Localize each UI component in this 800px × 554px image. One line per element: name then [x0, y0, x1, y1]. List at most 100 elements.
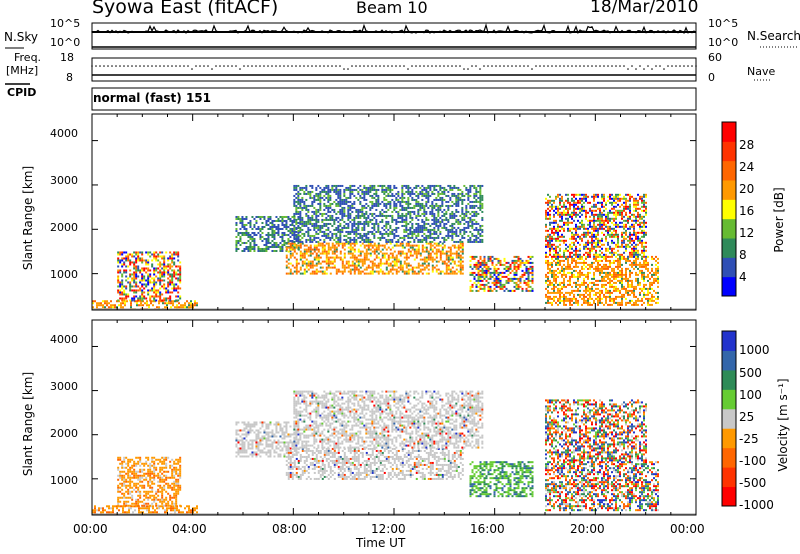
echo-cell	[643, 293, 645, 296]
freq-dot	[227, 65, 229, 67]
echo-cell	[595, 235, 597, 238]
echo-cell	[337, 190, 340, 193]
echo-cell	[557, 263, 559, 266]
echo-cell	[589, 263, 591, 266]
echo-cell	[271, 245, 274, 248]
echo-cell	[305, 264, 308, 267]
echo-cell	[137, 275, 140, 278]
echo-cell	[593, 247, 595, 250]
echo-cell	[397, 200, 400, 203]
echo-cell	[235, 247, 238, 250]
echo-cell	[359, 250, 362, 253]
echo-cell	[577, 283, 579, 286]
echo-cell	[171, 273, 174, 276]
echo-cell	[367, 266, 370, 269]
echo-cell	[645, 259, 647, 262]
echo-cell	[379, 236, 382, 239]
echo-cell	[629, 289, 631, 292]
echo-cell	[559, 197, 561, 200]
echo-cell	[355, 216, 358, 219]
echo-cell	[571, 211, 573, 214]
echo-cell	[413, 270, 416, 273]
echo-cell	[625, 273, 627, 276]
echo-cell	[259, 217, 262, 220]
echo-cell	[489, 267, 492, 270]
echo-cell	[557, 211, 559, 214]
echo-cell	[443, 260, 446, 263]
echo-cell	[155, 293, 158, 296]
echo-cell	[325, 266, 328, 269]
echo-cell	[461, 240, 464, 243]
echo-cell	[305, 248, 308, 251]
echo-cell	[431, 208, 434, 211]
echo-cell	[555, 257, 557, 260]
echo-cell	[427, 234, 430, 237]
echo-cell	[194, 304, 196, 307]
echo-cell	[401, 224, 404, 227]
echo-cell	[407, 192, 410, 195]
echo-cell	[161, 263, 164, 266]
echo-cell	[365, 234, 368, 237]
echo-cell	[365, 254, 368, 257]
echo-cell	[447, 194, 450, 197]
echo-cell	[593, 271, 595, 274]
echo-cell	[475, 267, 478, 270]
echo-cell	[419, 208, 422, 211]
freq-dot	[243, 65, 245, 67]
echo-cell	[475, 194, 478, 197]
echo-cell	[353, 230, 356, 233]
echo-cell	[293, 194, 296, 197]
echo-cell	[397, 190, 400, 193]
echo-cell	[553, 233, 555, 236]
echo-cell	[565, 247, 567, 250]
echo-cell	[293, 240, 296, 243]
velocity-cbar-tick-m25: -25	[739, 432, 759, 446]
echo-cell	[253, 231, 256, 234]
echo-cell	[148, 304, 150, 307]
echo-cell	[647, 273, 649, 276]
freq-dot	[259, 65, 261, 67]
echo-cell	[577, 287, 579, 290]
echo-cell	[479, 204, 482, 207]
echo-cell	[355, 226, 358, 229]
echo-cell	[629, 271, 631, 274]
echo-cell	[581, 267, 583, 270]
echo-cell	[485, 261, 488, 264]
echo-cell	[505, 281, 508, 284]
echo-cell	[469, 265, 472, 268]
power-ylabel: Slant Range [km]	[21, 165, 35, 271]
echo-cell	[325, 222, 328, 225]
echo-cell	[247, 249, 250, 252]
echo-cell	[499, 281, 502, 284]
echo-cell	[161, 279, 164, 282]
echo-cell	[401, 264, 404, 267]
echo-cell	[279, 219, 282, 222]
echo-cell	[517, 287, 520, 290]
echo-cell	[421, 244, 424, 247]
echo-cell	[591, 265, 593, 268]
echo-cell	[571, 213, 573, 216]
echo-cell	[493, 269, 496, 272]
echo-cell	[395, 222, 398, 225]
echo-cell	[599, 297, 601, 300]
echo-cell	[301, 262, 304, 265]
echo-cell	[172, 304, 174, 307]
echo-cell	[589, 215, 591, 218]
echo-cell	[353, 268, 356, 271]
echo-cell	[515, 285, 518, 288]
echo-cell	[477, 206, 480, 209]
echo-cell	[567, 255, 569, 258]
echo-cell	[293, 233, 296, 236]
echo-cell	[553, 243, 555, 246]
echo-cell	[337, 256, 340, 259]
echo-cell	[473, 206, 476, 209]
echo-cell	[371, 250, 374, 253]
echo-cell	[563, 255, 565, 258]
echo-cell	[377, 262, 380, 265]
echo-cell	[527, 275, 530, 278]
echo-cell	[143, 295, 146, 298]
echo-cell	[435, 248, 438, 251]
echo-cell	[365, 188, 368, 191]
echo-cell	[307, 208, 310, 211]
echo-cell	[547, 203, 549, 206]
